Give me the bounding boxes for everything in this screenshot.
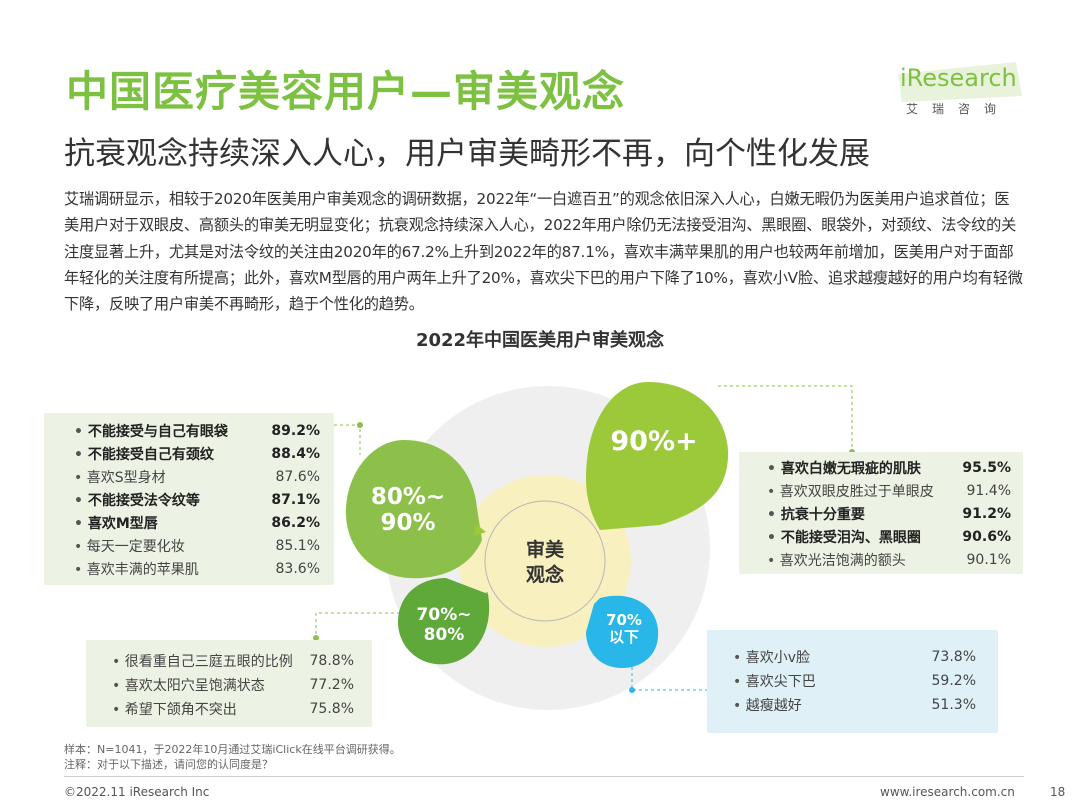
diagram-title: 2022年中国医美用户审美观念 xyxy=(415,330,665,351)
panel-70-80-group: 很看重自己三庭五眼的比例 78.8% 喜欢太阳穴呈饱满状态 77.2% 希望下颌角不突出… xyxy=(86,640,372,727)
list-item: 很看重自己三庭五眼的比例 78.8% xyxy=(112,649,354,673)
footer-divider xyxy=(64,776,1024,777)
footer-annotation-note: 注释：对于以下描述，请问您的认同度是？ xyxy=(64,758,273,771)
arrow-marker xyxy=(594,600,604,610)
item-value: 87.1% xyxy=(271,491,320,508)
arrow-marker xyxy=(478,592,488,602)
item-value: 91.4% xyxy=(966,482,1011,499)
item-value: 59.2% xyxy=(931,673,976,689)
center-label-line1: 审美 xyxy=(525,539,564,561)
item-label: 喜欢太阳穴呈饱满状态 xyxy=(112,675,265,695)
connector-dot xyxy=(313,635,319,641)
item-label: 不能接受泪沟、黑眼圈 xyxy=(767,527,921,547)
item-value: 73.8% xyxy=(931,649,976,665)
list-item: 喜欢太阳穴呈饱满状态 77.2% xyxy=(112,673,354,697)
page-title: 中国医疗美容用户—审美观念 xyxy=(66,67,626,116)
item-label: 每天一定要化妆 xyxy=(74,536,185,556)
bubble-70-80-label-line1: 70%~ xyxy=(416,605,472,625)
logo-chinese-name: 艾瑞咨询 xyxy=(906,102,1011,116)
bubble-80-90 xyxy=(345,440,482,579)
list-item: 喜欢双眼皮胜过于单眼皮 91.4% xyxy=(767,479,1011,502)
item-label: 不能接受法令纹等 xyxy=(74,490,200,510)
arrow-marker xyxy=(474,524,486,536)
logo-wordmark: iResearch xyxy=(900,64,1017,92)
bubble-80-90-label-line2: 90% xyxy=(380,510,436,537)
item-value: 88.4% xyxy=(271,445,320,462)
bubble-70-below xyxy=(586,595,659,668)
core-circle xyxy=(459,475,631,647)
bubble-70-80-label: 70%~ 80% xyxy=(402,605,486,645)
bubble-80-90-label-line1: 80%~ xyxy=(370,484,446,510)
bubble-90-plus-label: 90%+ xyxy=(610,426,698,457)
item-value: 77.2% xyxy=(309,677,354,693)
list-item: 喜欢小v脸 73.8% xyxy=(733,645,976,669)
bubble-70-below-label-line1: 70% xyxy=(606,611,642,629)
list-item: 抗衰十分重要 91.2% xyxy=(767,502,1011,525)
list-item: 不能接受与自己有眼袋 89.2% xyxy=(74,419,320,442)
item-value: 83.6% xyxy=(275,560,320,577)
panel-90-plus-group: 喜欢白嫩无瑕疵的肌肤 95.5% 喜欢双眼皮胜过于单眼皮 91.4% 抗衰十分重要 91.… xyxy=(739,452,1023,574)
center-label: 审美 观念 xyxy=(500,538,590,587)
item-value: 89.2% xyxy=(271,422,320,439)
item-label: 喜欢白嫩无瑕疵的肌肤 xyxy=(767,458,921,478)
item-value: 85.1% xyxy=(275,537,320,554)
item-value: 95.5% xyxy=(962,459,1011,476)
bubble-70-80-label-line2: 80% xyxy=(423,624,465,645)
item-value: 86.2% xyxy=(271,514,320,531)
bubble-70-80 xyxy=(398,578,490,665)
list-item: 不能接受自己有颈纹 88.4% xyxy=(74,442,320,465)
connector-dot xyxy=(629,687,635,693)
item-label: 喜欢M型唇 xyxy=(74,513,158,533)
summary-paragraph: 艾瑞调研显示，相较于2020年医美用户审美观念的调研数据，2022年“一白遮百丑… xyxy=(64,190,1023,314)
core-inner-ring xyxy=(484,500,606,622)
footer-copyright: ©2022.11 iResearch Inc xyxy=(64,785,210,799)
item-label: 喜欢小v脸 xyxy=(733,647,810,667)
page-number: 18 xyxy=(1050,785,1066,799)
iresearch-logo xyxy=(898,62,1022,102)
footer-url[interactable]: www.iresearch.com.cn xyxy=(880,785,1015,799)
item-value: 90.1% xyxy=(966,551,1011,568)
list-item: 喜欢M型唇 86.2% xyxy=(74,511,320,534)
arrow-marker xyxy=(596,498,606,510)
item-value: 51.3% xyxy=(931,697,976,713)
center-label-line2: 观念 xyxy=(525,563,564,586)
page-subtitle: 抗衰观念持续深入人心，用户审美畸形不再，向个性化发展 xyxy=(64,136,870,172)
item-value: 91.2% xyxy=(962,505,1011,522)
panel-70-below-group: 喜欢小v脸 73.8% 喜欢尖下巴 59.2% 越瘦越好 51.3% xyxy=(707,630,998,733)
panel-80-90-group: 不能接受与自己有眼袋 89.2% 不能接受自己有颈纹 88.4% 喜欢S型身材 87.6%… xyxy=(44,413,334,585)
item-label: 抗衰十分重要 xyxy=(767,504,865,524)
item-label: 喜欢光洁饱满的额头 xyxy=(767,550,906,570)
item-label: 希望下颌角不突出 xyxy=(112,699,237,719)
item-value: 78.8% xyxy=(309,653,354,669)
list-item: 不能接受泪沟、黑眼圈 90.6% xyxy=(767,525,1011,548)
list-item: 喜欢白嫩无瑕疵的肌肤 95.5% xyxy=(767,456,1011,479)
item-label: 喜欢尖下巴 xyxy=(733,671,816,691)
list-item: 喜欢丰满的苹果肌 83.6% xyxy=(74,557,320,580)
list-item: 喜欢光洁饱满的额头 90.1% xyxy=(767,548,1011,571)
bubble-70-below-label: 70% 以下 xyxy=(591,611,657,647)
bubble-80-90-label: 80%~ 90% xyxy=(360,484,456,537)
list-item: 希望下颌角不突出 75.8% xyxy=(112,697,354,721)
bubble-70-below-label-line2: 以下 xyxy=(608,628,639,647)
item-value: 87.6% xyxy=(275,468,320,485)
item-value: 75.8% xyxy=(309,701,354,717)
bubble-90-plus xyxy=(585,382,729,530)
item-label: 很看重自己三庭五眼的比例 xyxy=(112,651,293,671)
list-item: 不能接受法令纹等 87.1% xyxy=(74,488,320,511)
item-label: 喜欢丰满的苹果肌 xyxy=(74,559,199,579)
footer-sample-note: 样本：N=1041，于2022年10月通过艾瑞iClick在线平台调研获得。 xyxy=(64,743,401,756)
item-label: 喜欢双眼皮胜过于单眼皮 xyxy=(767,481,934,501)
item-label: 越瘦越好 xyxy=(733,695,802,715)
item-label: 喜欢S型身材 xyxy=(74,467,166,487)
item-label: 不能接受与自己有眼袋 xyxy=(74,421,228,441)
list-item: 喜欢尖下巴 59.2% xyxy=(733,669,976,693)
item-label: 不能接受自己有颈纹 xyxy=(74,444,214,464)
list-item: 每天一定要化妆 85.1% xyxy=(74,534,320,557)
list-item: 喜欢S型身材 87.6% xyxy=(74,465,320,488)
item-value: 90.6% xyxy=(962,528,1011,545)
connector-dot xyxy=(357,422,363,428)
list-item: 越瘦越好 51.3% xyxy=(733,693,976,717)
